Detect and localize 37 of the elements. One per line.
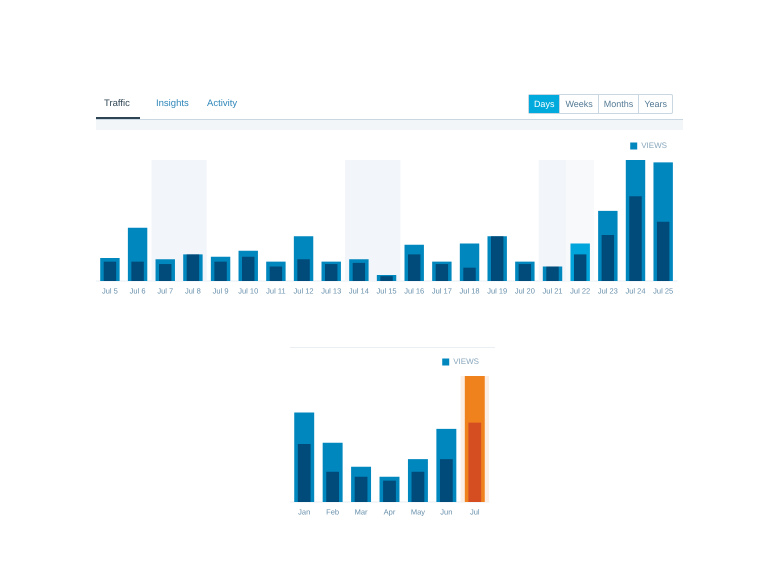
- bar: [131, 262, 144, 281]
- bar: [490, 236, 504, 281]
- bar: [354, 476, 368, 502]
- bar: [574, 254, 586, 281]
- text: Activity: [207, 98, 238, 109]
- bar: [270, 266, 282, 281]
- bar: [159, 264, 172, 281]
- bar: [297, 259, 310, 281]
- bar: [380, 276, 393, 281]
- legend-label: VIEWS: [641, 141, 667, 150]
- bar: [408, 254, 420, 281]
- bar: [214, 262, 227, 281]
- bar: [298, 444, 311, 502]
- text: Insights: [156, 98, 189, 109]
- bar: [104, 262, 116, 281]
- bar: [324, 264, 338, 281]
- bar: [518, 264, 532, 281]
- bar: [242, 256, 254, 281]
- text: Years: [638, 95, 672, 113]
- bar: [352, 262, 366, 281]
- bar: [383, 480, 396, 502]
- legend-label: VIEWS: [453, 357, 479, 366]
- text: Traffic: [96, 98, 140, 119]
- text: Months: [598, 95, 638, 113]
- bar: [546, 266, 559, 281]
- bar: [656, 222, 670, 281]
- bar: [463, 268, 476, 281]
- bar: [436, 264, 448, 281]
- bar: [186, 254, 200, 281]
- bar: [326, 472, 340, 502]
- bar: [602, 235, 614, 281]
- bar: [468, 422, 482, 502]
- text: Days: [528, 95, 560, 113]
- bar: [629, 196, 642, 281]
- text: Weeks: [559, 95, 598, 113]
- bar: [412, 472, 424, 502]
- bar: [440, 459, 453, 502]
